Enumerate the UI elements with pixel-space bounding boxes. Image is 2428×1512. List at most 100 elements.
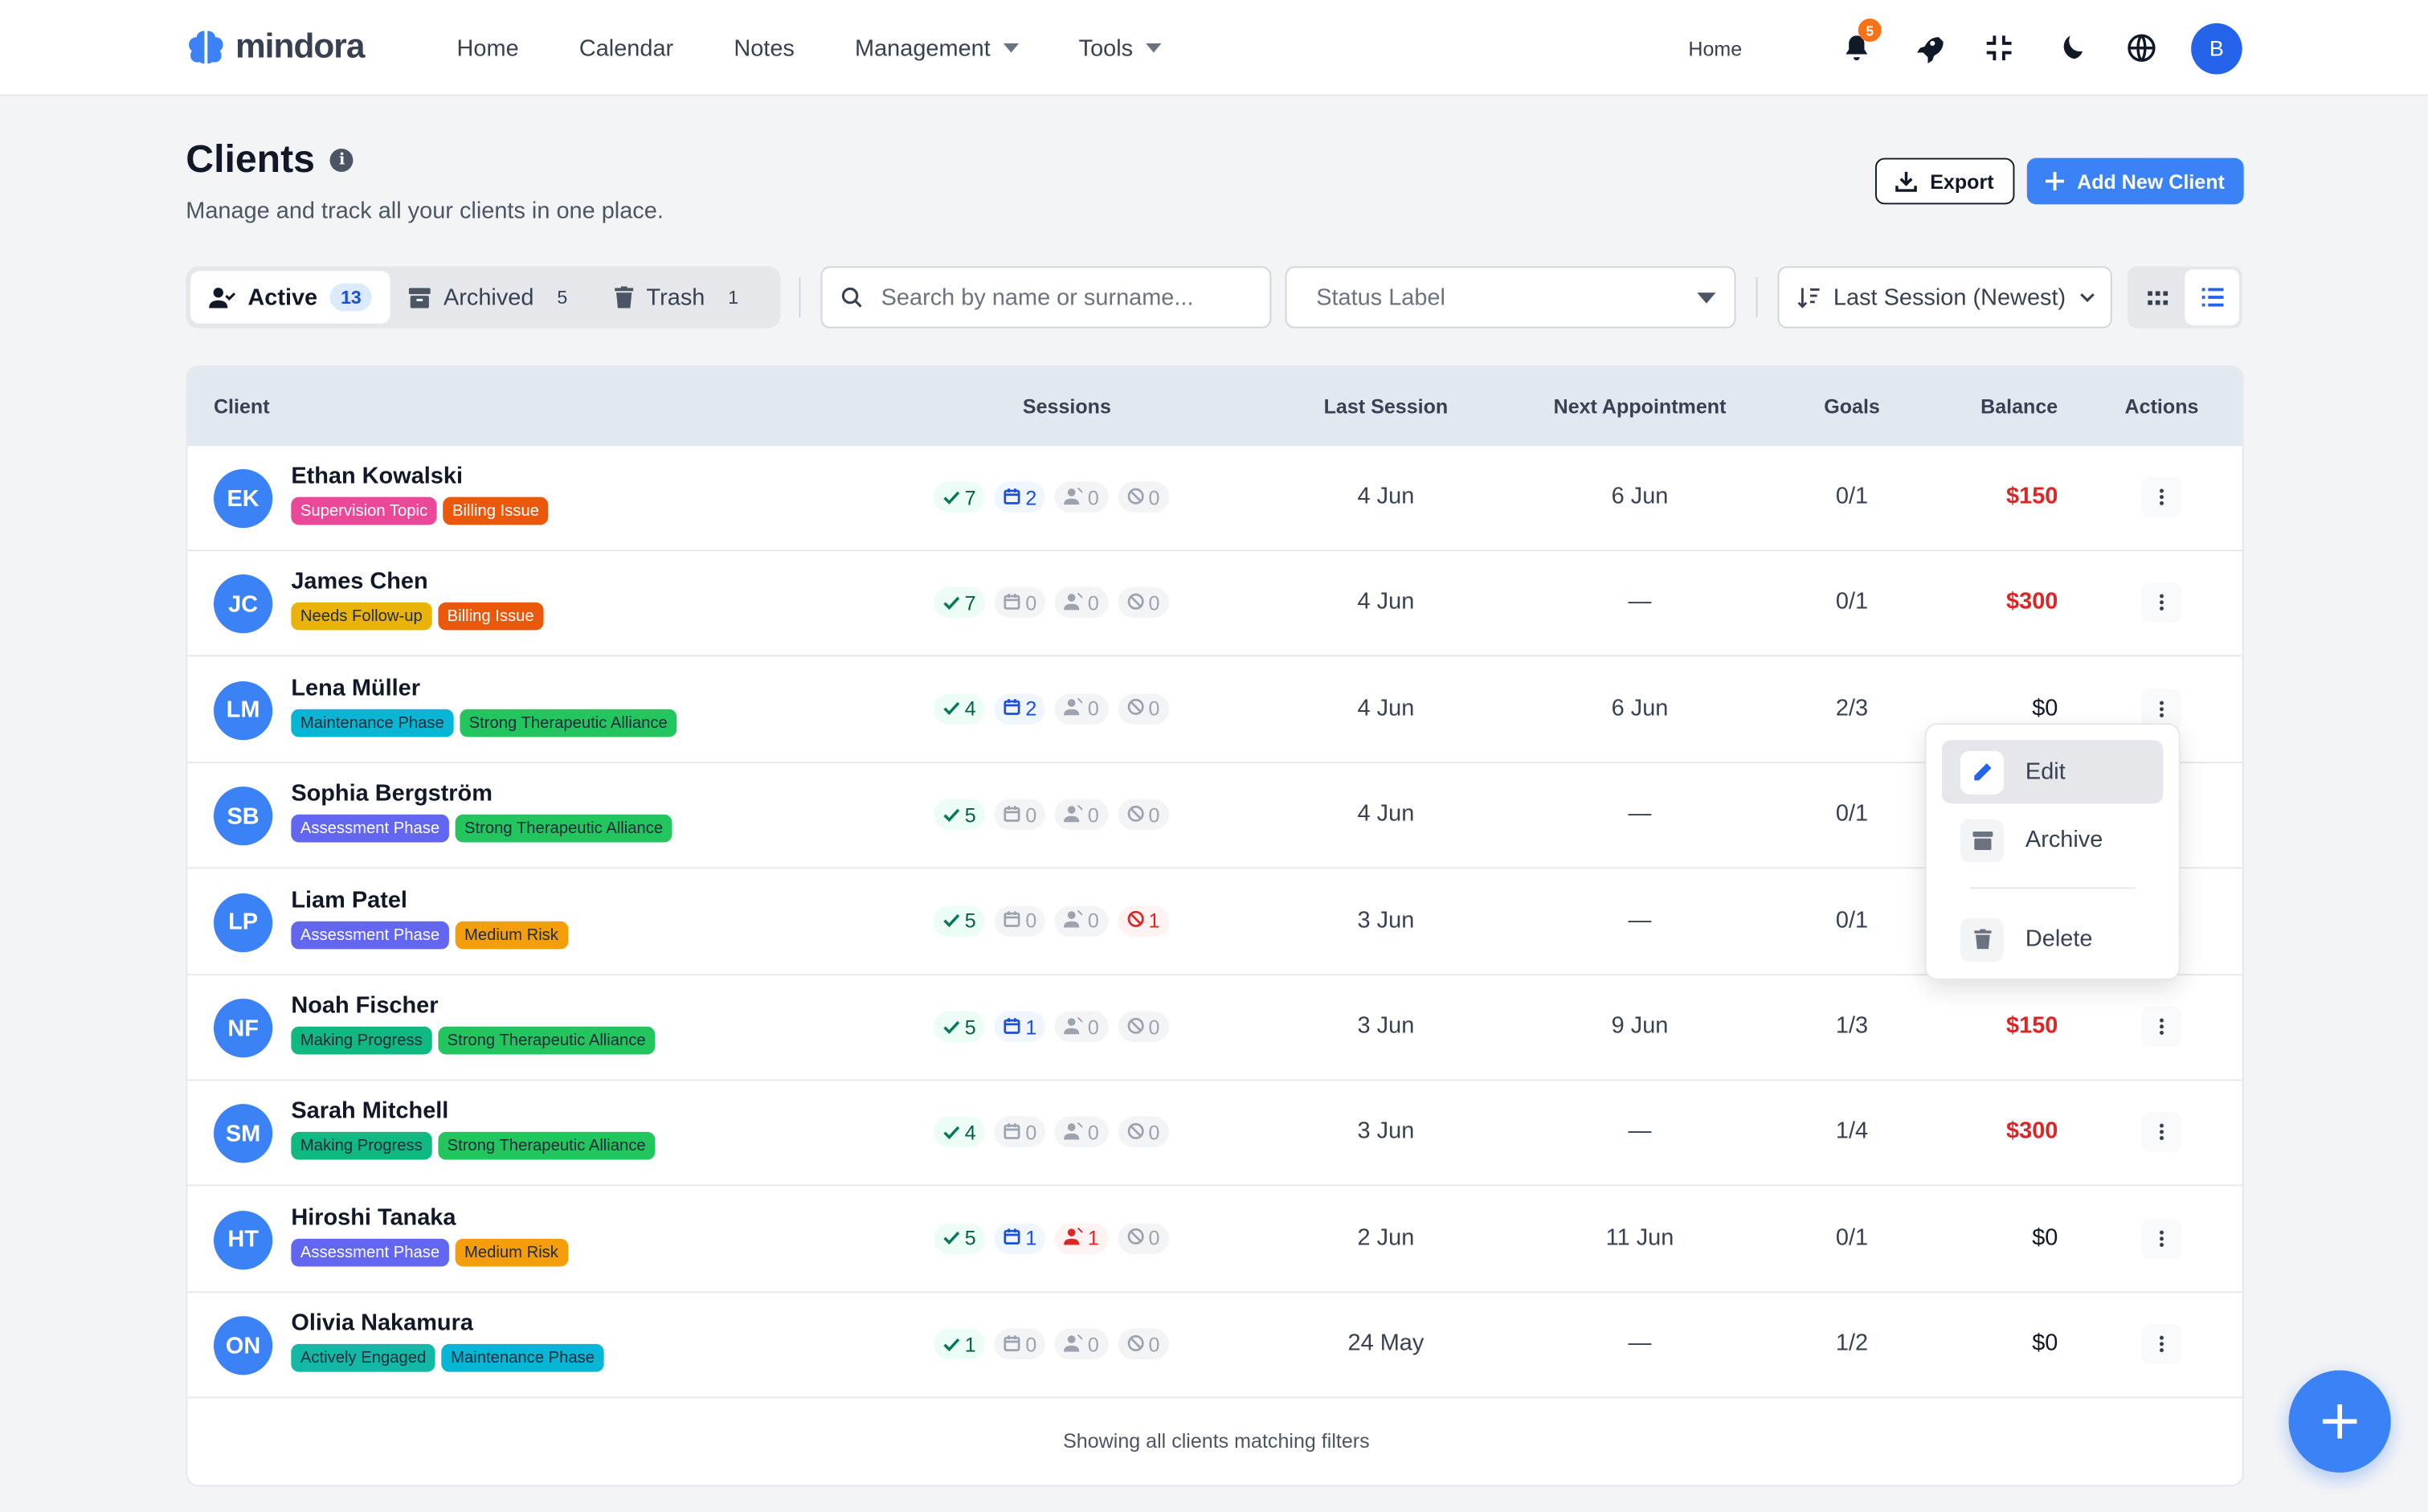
grid-view-button[interactable] [2131, 269, 2185, 325]
trash-icon [1960, 917, 2004, 961]
nav-calendar[interactable]: Calendar [579, 35, 673, 61]
balance: $150 [2006, 1012, 2058, 1040]
client-avatar: SB [213, 787, 273, 846]
row-actions-button[interactable] [2141, 1324, 2182, 1365]
user-x-icon [1064, 1227, 1084, 1250]
client-avatar: LP [213, 893, 273, 952]
client-name[interactable]: James Chen [291, 569, 428, 595]
noshow-sessions-pill: 0 [1055, 693, 1109, 725]
language-button[interactable] [2123, 30, 2160, 67]
export-button[interactable]: Export [1874, 157, 2015, 205]
info-icon[interactable]: i [330, 149, 354, 172]
table-row[interactable]: LM Lena Müller Maintenance Phase Strong The… [187, 658, 2242, 763]
goals: 1/2 [1835, 1330, 1869, 1357]
client-tags: Making Progress Strong Therapeutic Allian… [291, 1132, 656, 1161]
row-actions-button[interactable] [2141, 689, 2182, 729]
next-appointment: 6 Jun [1611, 694, 1669, 721]
user-x-icon [1064, 803, 1084, 827]
calendar-icon [1003, 1333, 1020, 1356]
ban-icon [1127, 909, 1144, 933]
row-actions-button[interactable] [2141, 582, 2182, 623]
tab-trash[interactable]: Trash 1 [597, 271, 768, 324]
scheduled-sessions-pill: 0 [994, 799, 1046, 831]
client-name[interactable]: Noah Fischer [291, 992, 439, 1020]
plus-icon [2046, 171, 2065, 191]
client-name[interactable]: Sarah Mitchell [291, 1098, 449, 1125]
moon-icon [2063, 35, 2083, 59]
client-name[interactable]: Ethan Kowalski [291, 463, 463, 490]
status-tag: Strong Therapeutic Alliance [438, 1026, 656, 1055]
menu-item-edit[interactable]: Edit [1941, 740, 2164, 804]
check-icon [943, 697, 960, 721]
nav-notes[interactable]: Notes [734, 35, 795, 61]
goals: 0/1 [1835, 1224, 1869, 1251]
dark-mode-button[interactable] [2052, 30, 2089, 67]
user-avatar[interactable]: B [2191, 22, 2242, 74]
floating-add-button[interactable] [2288, 1370, 2391, 1473]
scheduled-count: 0 [1025, 1121, 1037, 1145]
row-actions-button[interactable] [2141, 1006, 2182, 1047]
cancelled-count: 0 [1148, 485, 1160, 509]
client-avatar: SM [213, 1104, 273, 1164]
noshow-count: 0 [1087, 909, 1099, 933]
list-icon [2201, 288, 2223, 307]
completed-count: 5 [964, 909, 976, 933]
tab-active[interactable]: Active 13 [190, 271, 391, 324]
menu-item-archive[interactable]: Archive [1942, 808, 2164, 872]
client-name[interactable]: Olivia Nakamura [291, 1310, 473, 1337]
next-appointment: — [1628, 589, 1652, 615]
ban-icon [1127, 1333, 1144, 1356]
row-actions-button[interactable] [2141, 1218, 2182, 1259]
client-tags: Assessment Phase Medium Risk [291, 1238, 568, 1267]
client-name[interactable]: Sophia Bergström [291, 780, 493, 807]
nav-management[interactable]: Management [855, 35, 1019, 61]
nav-home-label: Home [456, 35, 519, 62]
noshow-count: 0 [1087, 1332, 1099, 1356]
search-input[interactable] [881, 284, 1237, 311]
status-label-select[interactable]: Status Label [1285, 266, 1736, 329]
nav-notes-label: Notes [734, 35, 795, 62]
nav-tools[interactable]: Tools [1079, 35, 1161, 61]
completed-count: 1 [964, 1332, 976, 1356]
row-actions-menu: Edit Archive Delete [1924, 723, 2181, 980]
table-row[interactable]: HT Hiroshi Tanaka Assessment Phase Medium R… [187, 1187, 2242, 1293]
completed-sessions-pill: 5 [934, 1223, 986, 1254]
row-actions-button[interactable] [2141, 1112, 2182, 1153]
client-name[interactable]: Liam Patel [291, 886, 407, 913]
row-actions-button[interactable] [2141, 476, 2182, 517]
table-row[interactable]: NF Noah Fischer Making Progress Strong Ther… [187, 975, 2242, 1081]
trash-icon [615, 286, 635, 309]
table-row[interactable]: EK Ethan Kowalski Supervision Topic Billing… [187, 446, 2242, 552]
archive-icon [409, 287, 431, 308]
search-box[interactable] [820, 266, 1272, 329]
home-link[interactable]: Home [1688, 36, 1743, 60]
client-avatar: ON [213, 1316, 273, 1375]
table-row[interactable]: SB Sophia Bergström Assessment Phase Strong… [187, 764, 2242, 869]
table-row[interactable]: JC James Chen Needs Follow-up Billing Issue… [187, 552, 2242, 657]
scheduled-count: 2 [1025, 697, 1037, 721]
app-logo[interactable]: mindora [186, 22, 365, 72]
add-client-button[interactable]: Add New Client [2026, 157, 2244, 205]
client-avatar: NF [213, 999, 273, 1058]
table-row[interactable]: ON Olivia Nakamura Actively Engaged Mainten… [187, 1293, 2242, 1399]
tab-archived[interactable]: Archived 5 [390, 271, 596, 324]
divider [1756, 276, 1758, 318]
client-name[interactable]: Lena Müller [291, 674, 420, 701]
client-name[interactable]: Hiroshi Tanaka [291, 1204, 456, 1231]
notifications-button[interactable]: 5 [1838, 18, 1882, 67]
status-tag: Maintenance Phase [291, 709, 454, 738]
sort-select[interactable]: Last Session (Newest) [1777, 266, 2112, 329]
cancelled-count: 1 [1148, 909, 1160, 933]
list-view-button[interactable] [2185, 269, 2239, 325]
balance: $300 [2006, 589, 2058, 615]
rocket-button[interactable] [1909, 30, 1946, 67]
menu-item-delete[interactable]: Delete [1942, 907, 2164, 971]
archive-icon [1960, 818, 2004, 862]
scheduled-sessions-pill: 0 [994, 905, 1046, 937]
goals: 0/1 [1835, 589, 1869, 615]
fullscreen-button[interactable] [1980, 30, 2017, 67]
status-tag: Strong Therapeutic Alliance [438, 1132, 656, 1161]
table-row[interactable]: SM Sarah Mitchell Making Progress Strong Th… [187, 1081, 2242, 1187]
chevron-down-icon [1003, 43, 1019, 53]
nav-home[interactable]: Home [457, 35, 519, 61]
